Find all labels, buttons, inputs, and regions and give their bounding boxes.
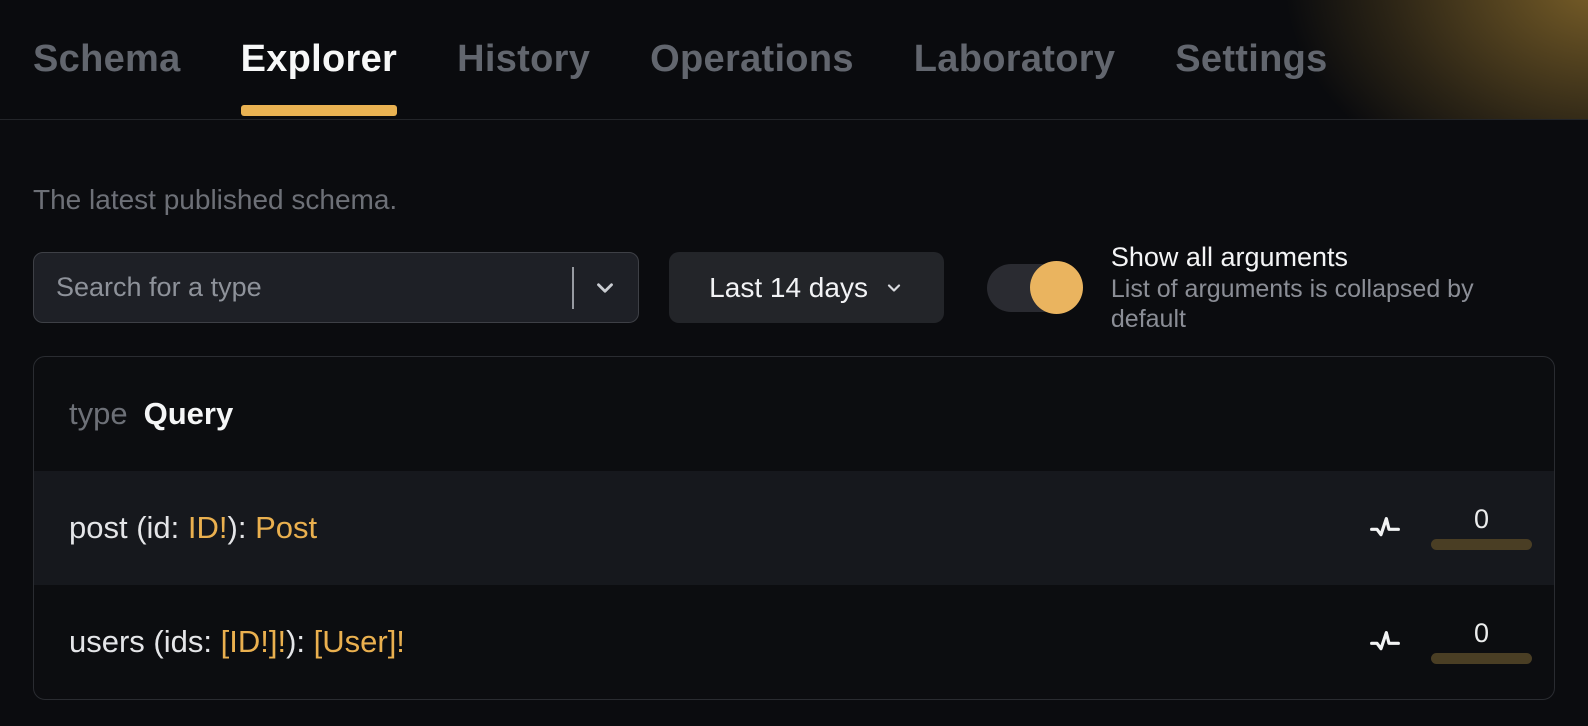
field-arg-type: [ID!]! bbox=[220, 624, 287, 659]
field-row-users[interactable]: users (ids: [ID!]!): [User]! 0 bbox=[34, 585, 1554, 699]
controls-row: Last 14 days Show all arguments List of … bbox=[33, 242, 1555, 333]
usage-count-value: 0 bbox=[1473, 618, 1490, 648]
search-input[interactable] bbox=[56, 272, 565, 303]
type-keyword: type bbox=[69, 396, 128, 431]
tab-settings[interactable]: Settings bbox=[1175, 38, 1328, 80]
date-range-label: Last 14 days bbox=[709, 271, 868, 303]
date-range-button[interactable]: Last 14 days bbox=[669, 252, 944, 323]
toggle-labels: Show all arguments List of arguments is … bbox=[1111, 241, 1555, 334]
chevron-down-icon bbox=[884, 278, 904, 298]
usage-count-bar bbox=[1431, 539, 1532, 550]
tab-schema[interactable]: Schema bbox=[33, 38, 181, 80]
field-usage-stats: 0 bbox=[1365, 506, 1532, 550]
field-prefix: post (id: bbox=[69, 510, 188, 545]
type-name: Query bbox=[143, 396, 234, 431]
field-row-post[interactable]: post (id: ID!): Post 0 bbox=[34, 471, 1554, 585]
field-usage-stats: 0 bbox=[1365, 620, 1532, 664]
type-card-query: type Query post (id: ID!): Post 0 bbox=[33, 356, 1555, 700]
combobox-divider bbox=[572, 266, 575, 309]
usage-count: 0 bbox=[1431, 506, 1532, 550]
tab-explorer[interactable]: Explorer bbox=[240, 0, 398, 119]
usage-count-bar bbox=[1431, 653, 1532, 664]
activity-icon bbox=[1365, 626, 1405, 658]
chevron-down-icon[interactable] bbox=[588, 271, 622, 305]
activity-icon bbox=[1365, 512, 1405, 544]
toggle-knob bbox=[1029, 261, 1083, 314]
field-signature: post (id: ID!): Post bbox=[69, 510, 317, 546]
field-return-type: Post bbox=[255, 510, 318, 545]
usage-count-value: 0 bbox=[1473, 504, 1490, 534]
usage-count: 0 bbox=[1431, 620, 1532, 664]
tab-laboratory[interactable]: Laboratory bbox=[913, 38, 1116, 80]
field-mid: ): bbox=[286, 624, 314, 659]
tab-history[interactable]: History bbox=[457, 38, 591, 80]
field-return-type: [User]! bbox=[313, 624, 405, 659]
top-tab-bar: Schema Explorer History Operations Labor… bbox=[0, 0, 1588, 120]
schema-description: The latest published schema. bbox=[33, 184, 398, 215]
show-arguments-toggle[interactable] bbox=[986, 261, 1083, 314]
explorer-page: The latest published schema. Last 14 day… bbox=[0, 184, 1588, 700]
type-card-header: type Query bbox=[34, 357, 1554, 471]
toggle-subtitle: List of arguments is collapsed by defaul… bbox=[1110, 275, 1474, 333]
field-arg-type: ID! bbox=[187, 510, 228, 545]
field-prefix: users (ids: bbox=[69, 624, 221, 659]
tab-operations[interactable]: Operations bbox=[650, 38, 854, 80]
field-signature: users (ids: [ID!]!): [User]! bbox=[69, 624, 405, 660]
type-search-combobox[interactable] bbox=[33, 252, 640, 323]
toggle-title: Show all arguments bbox=[1110, 242, 1349, 272]
field-mid: ): bbox=[227, 510, 256, 545]
